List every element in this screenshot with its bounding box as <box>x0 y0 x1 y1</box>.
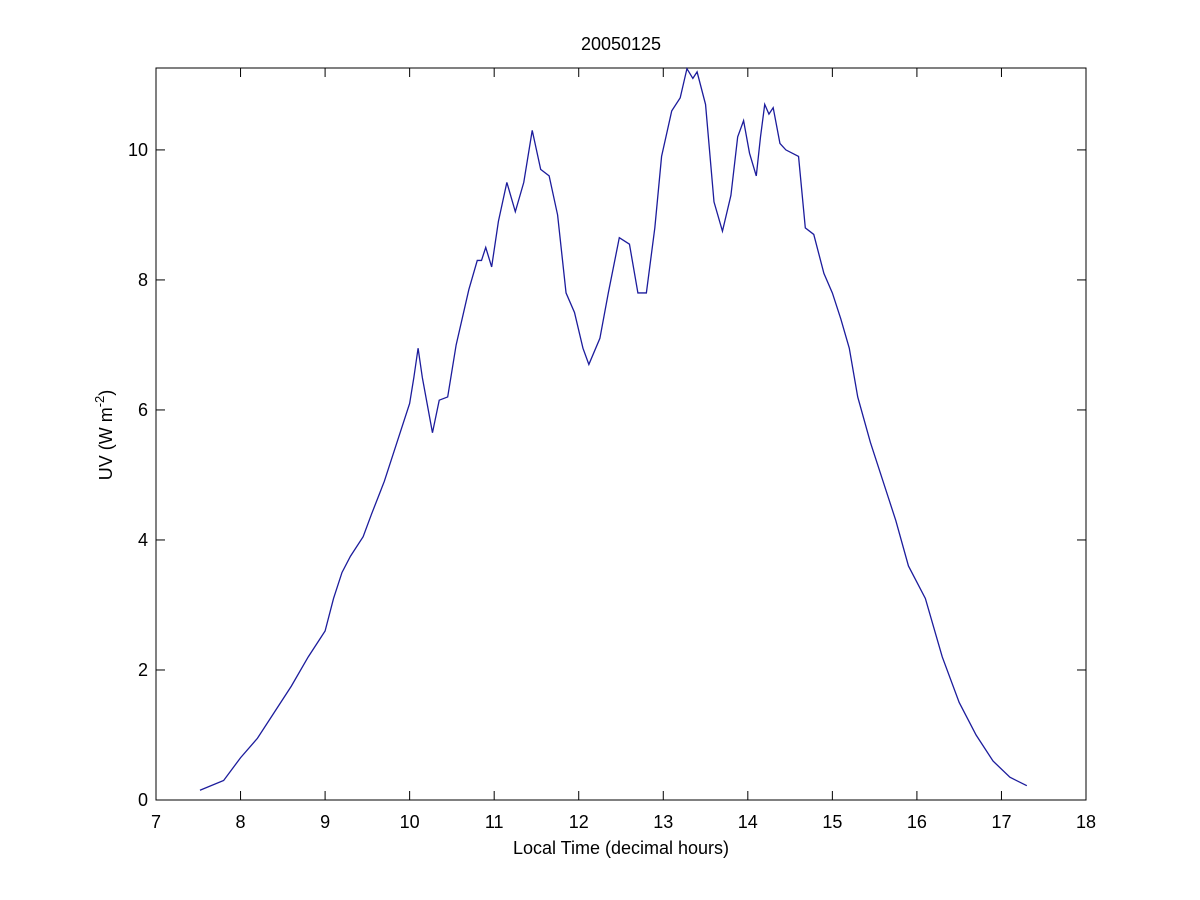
y-tick-label: 2 <box>138 660 148 680</box>
x-tick-label: 14 <box>738 812 758 832</box>
x-tick-label: 15 <box>822 812 842 832</box>
x-tick-label: 16 <box>907 812 927 832</box>
x-axis-label: Local Time (decimal hours) <box>513 838 729 858</box>
x-tick-label: 8 <box>236 812 246 832</box>
y-tick-label: 0 <box>138 790 148 810</box>
x-tick-label: 7 <box>151 812 161 832</box>
data-line <box>199 66 1028 791</box>
x-tick-label: 11 <box>485 812 504 832</box>
axes-box <box>155 67 1087 801</box>
x-tick-label: 17 <box>991 812 1011 832</box>
y-tick-label: 6 <box>138 400 148 420</box>
y-label-exponent: -2 <box>92 396 107 408</box>
chart-title: 20050125 <box>581 34 661 54</box>
x-tick-label: 12 <box>569 812 589 832</box>
y-tick-label: 4 <box>138 530 148 550</box>
x-tick-label: 9 <box>320 812 330 832</box>
y-label-tail: ) <box>96 390 116 396</box>
y-tick-label: 8 <box>138 270 148 290</box>
y-label-text: UV (W m <box>96 407 116 480</box>
x-tick-label: 13 <box>653 812 673 832</box>
x-tick-label: 18 <box>1076 812 1096 832</box>
y-axis-label: UV (W m-2) <box>92 390 116 481</box>
x-tick-label: 10 <box>400 812 420 832</box>
y-tick-label: 10 <box>128 140 148 160</box>
